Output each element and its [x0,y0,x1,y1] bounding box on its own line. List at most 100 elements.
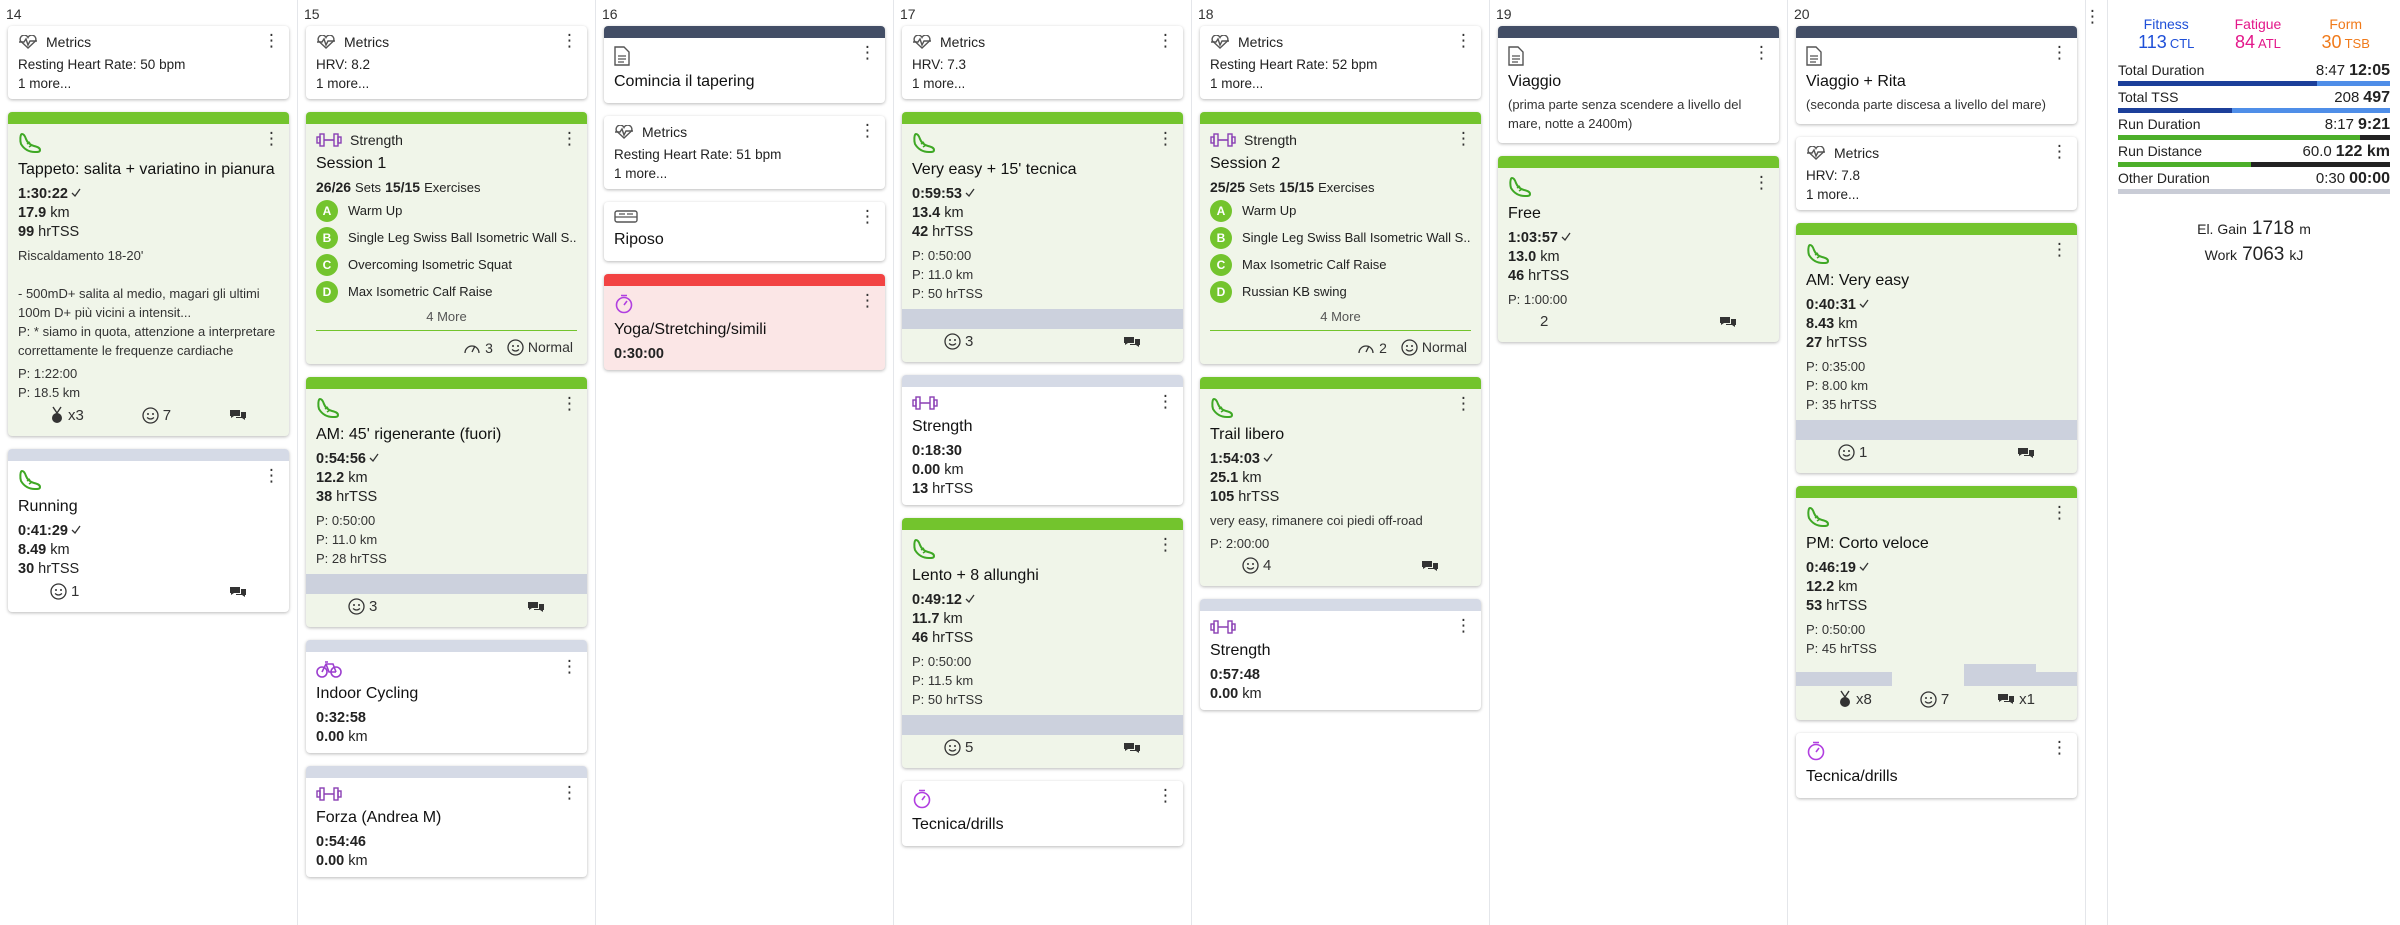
more-options-button[interactable]: ⋮ [561,783,578,802]
yoga-card[interactable]: ⋮ Yoga/Stretching/simili 0:30:00 [604,274,885,370]
metric-line[interactable]: 1 more... [316,76,370,91]
comments[interactable] [229,585,247,599]
more-options-button[interactable]: ⋮ [1753,43,1770,62]
more-options-button[interactable]: ⋮ [561,31,578,50]
dumbbell-card[interactable]: ⋮ Strength 0:18:30 0.00 km 13 hrTSS [902,375,1183,505]
more-options-button[interactable]: ⋮ [1455,129,1472,148]
comments[interactable] [1719,315,1737,329]
note-card[interactable]: ⋮ Comincia il tapering [604,26,885,103]
more-options-button[interactable]: ⋮ [2051,43,2068,62]
more-options-button[interactable]: ⋮ [2051,240,2068,259]
feel[interactable]: 4 [1242,557,1271,574]
comments[interactable] [1421,559,1439,573]
dumbbell-card[interactable]: ⋮ Forza (Andrea M) 0:54:46 0.00 km [306,766,587,877]
more-options-button[interactable]: ⋮ [561,657,578,676]
more-options-button[interactable]: ⋮ [1157,129,1174,148]
comments[interactable] [229,408,247,422]
exercise-item[interactable]: D Max Isometric Calf Raise [316,281,577,303]
more-options-button[interactable]: ⋮ [1157,535,1174,554]
medals[interactable]: x3 [50,406,84,424]
more-options-button[interactable]: ⋮ [561,394,578,413]
more-options-button[interactable]: ⋮ [859,43,876,62]
medals[interactable]: x8 [1838,690,1872,708]
metric-line[interactable]: 1 more... [614,166,668,181]
card-footer: x3 7 [18,402,279,430]
feel[interactable]: 1 [1838,444,1867,461]
comments[interactable] [2017,446,2035,460]
metrics-card[interactable]: ⋮ Metrics HRV: 7.8 1 more... [1796,137,2077,210]
exercise-item[interactable]: B Single Leg Swiss Ball Isometric Wall S.… [1210,227,1471,249]
distance: 25.1 km [1210,469,1471,488]
metrics-card[interactable]: ⋮ Metrics HRV: 7.3 1 more... [902,26,1183,99]
feel[interactable]: 7 [1920,691,1949,708]
rest-card[interactable]: ⋮ Riposo [604,202,885,261]
run-card[interactable]: ⋮ AM: Very easy 0:40:31 8.43 km 27 hrTSS P: 0:3… [1796,223,2077,473]
metric-line: HRV: 8.2 [316,57,371,72]
more-options-button[interactable]: ⋮ [2051,738,2068,757]
day-column-19: 19 ⋮ Viaggio (prima parte senza scendere a … [1490,0,1788,925]
more-options-button[interactable]: ⋮ [1753,173,1770,192]
more-options-button[interactable]: ⋮ [1455,394,1472,413]
exercise-item[interactable]: C Max Isometric Calf Raise [1210,254,1471,276]
metric-line[interactable]: 1 more... [1210,76,1264,91]
day-number: 14 [6,6,22,22]
bike-card[interactable]: ⋮ Indoor Cycling 0:32:58 0.00 km [306,640,587,753]
feel[interactable]: 3 [944,333,973,350]
feel[interactable]: 2 [1540,313,1548,330]
more-options-button[interactable]: ⋮ [1455,31,1472,50]
more-options-button[interactable]: ⋮ [263,466,280,485]
metric-line[interactable]: 1 more... [18,76,72,91]
note-card[interactable]: ⋮ Viaggio (prima parte senza scendere a li… [1498,26,1779,143]
show-more-link[interactable]: 4 More [316,309,577,331]
exercise-item[interactable]: D Russian KB swing [1210,281,1471,303]
more-options-button[interactable]: ⋮ [263,129,280,148]
more-options-button[interactable]: ⋮ [1157,786,1174,805]
exercise-item[interactable]: B Single Leg Swiss Ball Isometric Wall S.… [316,227,577,249]
run-card[interactable]: ⋮ Trail libero 1:54:03 25.1 km 105 hrTSS very e… [1200,377,1481,586]
comments[interactable] [527,600,545,614]
comments[interactable] [1123,335,1141,349]
run-card[interactable]: ⋮ Very easy + 15' tecnica 0:59:53 13.4 km 42 h… [902,112,1183,362]
more-options-button[interactable]: ⋮ [561,129,578,148]
yoga-card[interactable]: ⋮ Tecnica/drills [902,781,1183,846]
run-card[interactable]: ⋮ Free 1:03:57 13.0 km 46 hrTSS P: 1:00:00 2 [1498,156,1779,342]
day-number: 15 [304,6,320,22]
run-card[interactable]: ⋮ PM: Corto veloce 0:46:19 12.2 km 53 hrTSS P: … [1796,486,2077,720]
run-card[interactable]: ⋮ Running 0:41:29 8.49 km 30 hrTSS 1 [8,449,289,612]
comments[interactable] [1123,741,1141,755]
note-card[interactable]: ⋮ Viaggio + Rita (seconda parte discesa a … [1796,26,2077,124]
metric-line[interactable]: 1 more... [1806,187,1860,202]
more-options-button[interactable]: ⋮ [859,121,876,140]
exercise-item[interactable]: C Overcoming Isometric Squat [316,254,577,276]
more-options-button[interactable]: ⋮ [263,31,280,50]
more-options-button[interactable]: ⋮ [859,291,876,310]
more-options-button[interactable]: ⋮ [1455,616,1472,635]
run-card[interactable]: ⋮ Tappeto: salita + variatino in pianura 1… [8,112,289,436]
comments[interactable]: x1 [1997,691,2035,708]
feel[interactable]: 5 [944,739,973,756]
strength-card[interactable]: ⋮ Strength Session 1 26/26 Sets 15/15 Exercise… [306,112,587,364]
metrics-card[interactable]: ⋮ Metrics HRV: 8.2 1 more... [306,26,587,99]
yoga-card[interactable]: ⋮ Tecnica/drills [1796,733,2077,798]
strength-card[interactable]: ⋮ Strength Session 2 25/25 Sets 15/15 Exercise… [1200,112,1481,364]
run-card[interactable]: ⋮ AM: 45' rigenerante (fuori) 0:54:56 12.2 k… [306,377,587,627]
feel[interactable]: 7 [142,407,171,424]
more-options-button[interactable]: ⋮ [2051,142,2068,161]
more-options-button[interactable]: ⋮ [859,207,876,226]
metrics-card[interactable]: ⋮ Metrics Resting Heart Rate: 50 bpm 1 more… [8,26,289,99]
run-card[interactable]: ⋮ Lento + 8 allunghi 0:49:12 11.7 km 46 hrTSS P… [902,518,1183,768]
feel[interactable]: 1 [50,583,79,600]
week-options-button[interactable]: ⋮ [2084,7,2101,26]
more-options-button[interactable]: ⋮ [2051,503,2068,522]
metric-line[interactable]: 1 more... [912,76,966,91]
day-column-15: 15 ⋮ Metrics HRV: 8.2 1 more... ⋮ Strength Sess… [298,0,596,925]
more-options-button[interactable]: ⋮ [1157,392,1174,411]
exercise-item[interactable]: A Warm Up [316,200,577,222]
metrics-card[interactable]: ⋮ Metrics Resting Heart Rate: 51 bpm 1 more… [604,116,885,189]
dumbbell-card[interactable]: ⋮ Strength 0:57:48 0.00 km [1200,599,1481,710]
more-options-button[interactable]: ⋮ [1157,31,1174,50]
feel[interactable]: 3 [348,598,377,615]
exercise-item[interactable]: A Warm Up [1210,200,1471,222]
metrics-card[interactable]: ⋮ Metrics Resting Heart Rate: 52 bpm 1 more… [1200,26,1481,99]
show-more-link[interactable]: 4 More [1210,309,1471,331]
